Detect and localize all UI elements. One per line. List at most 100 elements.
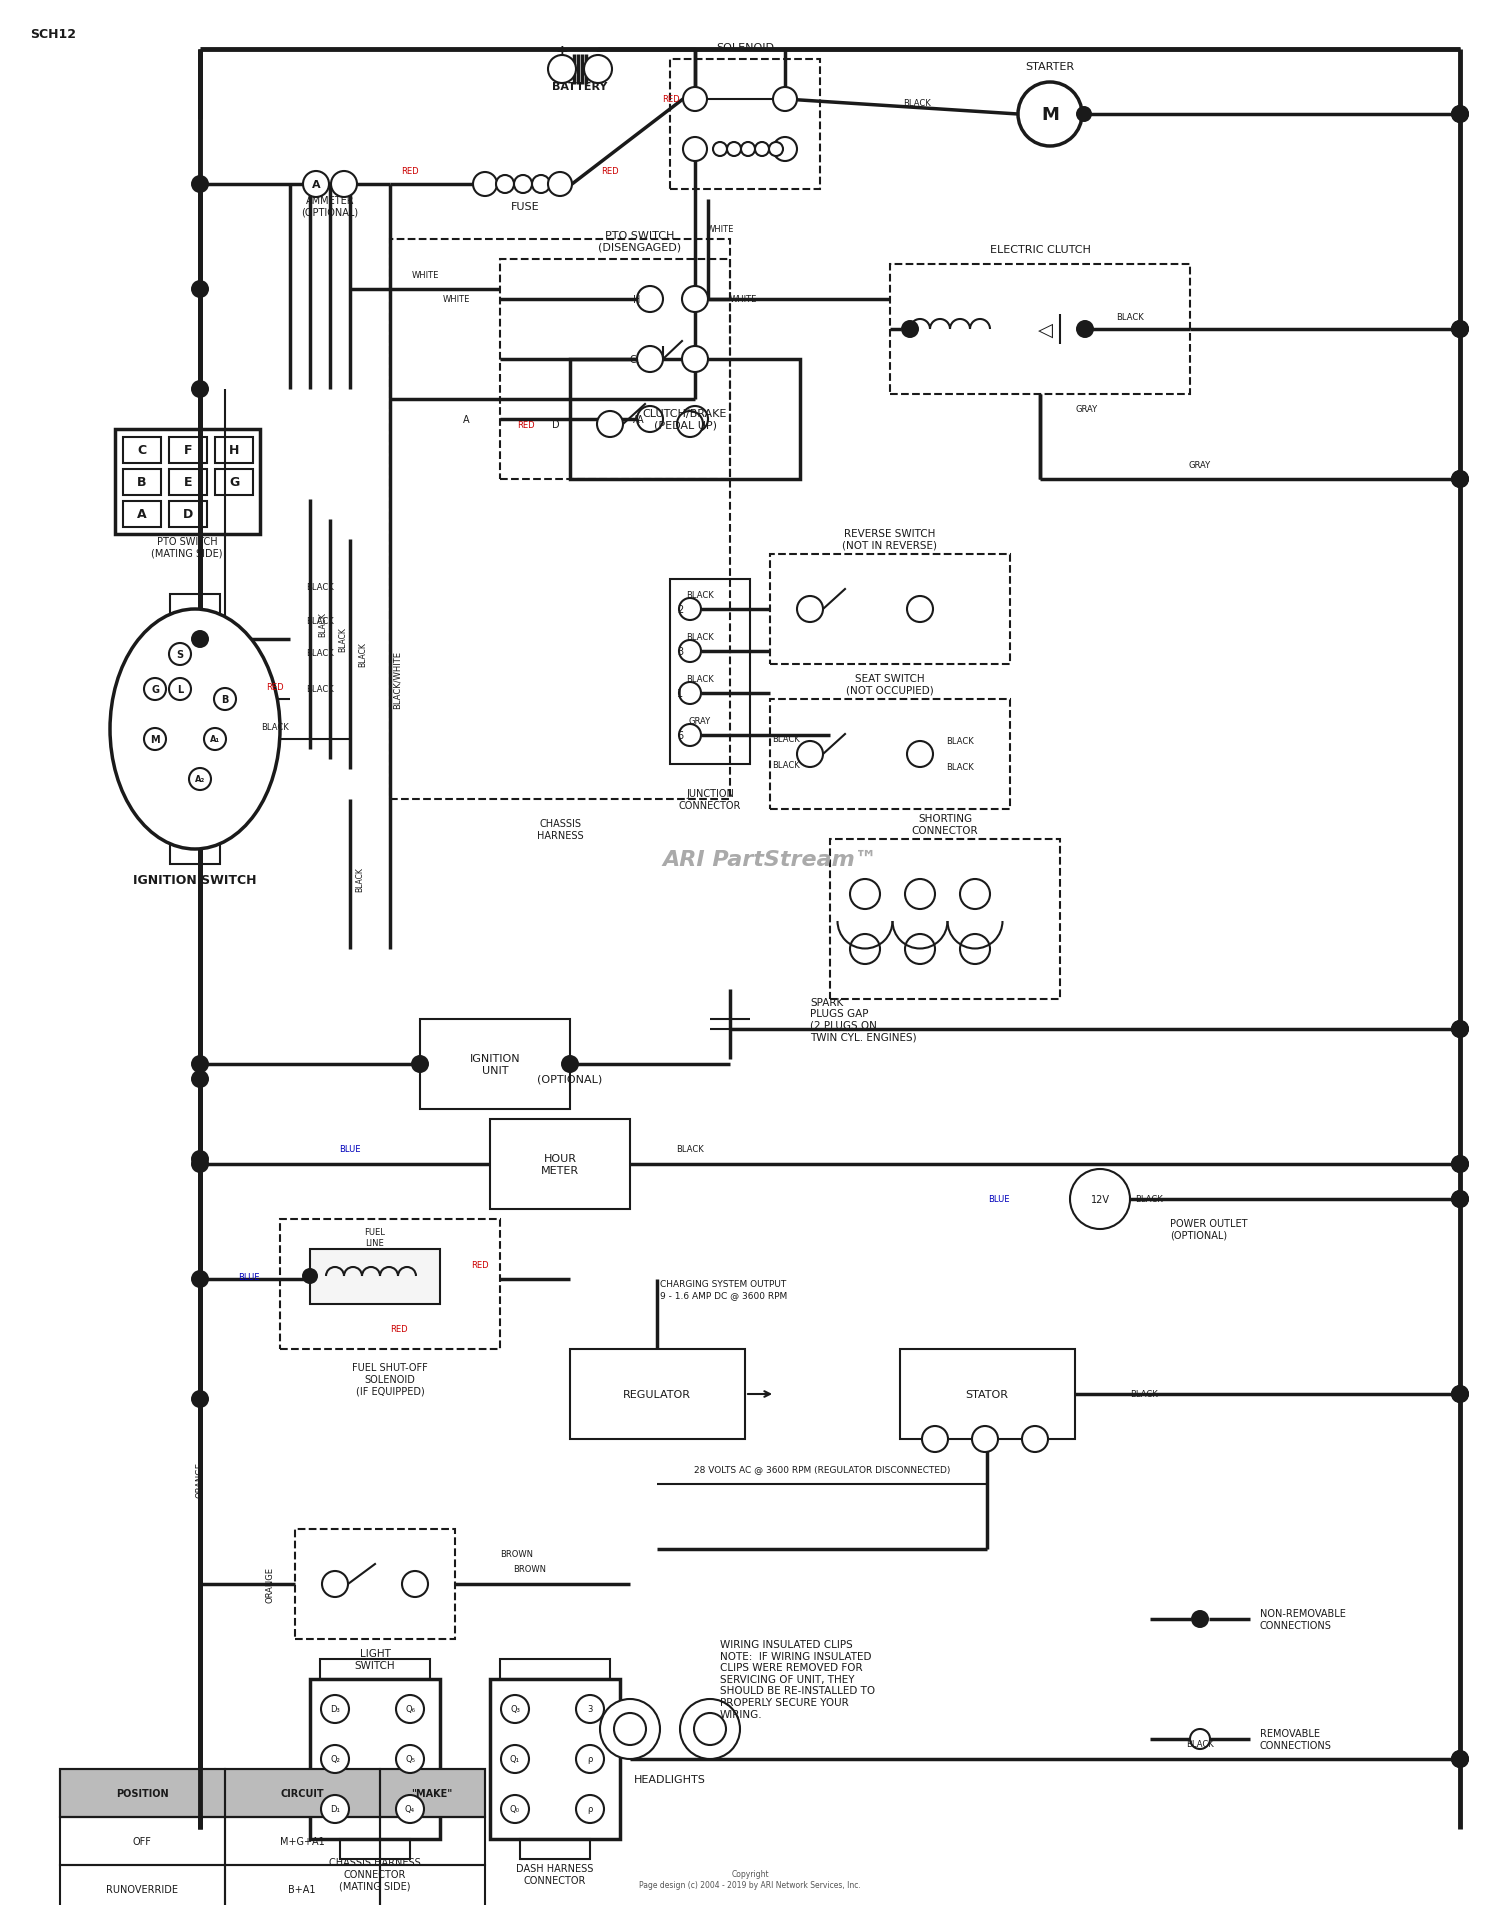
Text: BLACK: BLACK (686, 632, 714, 642)
Text: F: F (183, 444, 192, 457)
Bar (225, 1817, 380, 1865)
Text: -: - (596, 44, 602, 59)
Text: BROWN: BROWN (500, 1549, 532, 1558)
Circle shape (1450, 471, 1468, 490)
Text: STARTER: STARTER (1026, 63, 1074, 72)
Circle shape (532, 175, 550, 194)
Text: Q₁: Q₁ (510, 1755, 520, 1764)
Text: RUNOVERRIDE: RUNOVERRIDE (106, 1884, 178, 1894)
Bar (150, 770, 206, 787)
Circle shape (501, 1695, 530, 1724)
Bar (123, 438, 160, 463)
Circle shape (638, 347, 663, 373)
Circle shape (796, 741, 824, 768)
Circle shape (680, 724, 700, 747)
Bar (170, 471, 207, 495)
Text: WIRING INSULATED CLIPS
NOTE:  IF WIRING INSULATED
CLIPS WERE REMOVED FOR
SERVICI: WIRING INSULATED CLIPS NOTE: IF WIRING I… (720, 1638, 874, 1718)
Text: JUNCTION
CONNECTOR: JUNCTION CONNECTOR (680, 789, 741, 810)
Text: BLACK: BLACK (686, 674, 714, 684)
Circle shape (576, 1795, 604, 1823)
Text: ρ: ρ (588, 1755, 592, 1764)
Circle shape (680, 682, 700, 705)
Circle shape (1076, 320, 1094, 339)
Bar (123, 501, 160, 528)
Circle shape (576, 1745, 604, 1774)
Text: RED: RED (602, 166, 619, 175)
Text: CIRCUIT: CIRCUIT (280, 1789, 324, 1798)
Text: PTO SWITCH
(MATING SIDE): PTO SWITCH (MATING SIDE) (152, 537, 222, 558)
Text: 6: 6 (676, 732, 682, 741)
Bar (170, 501, 207, 528)
Bar (310, 1250, 440, 1305)
Circle shape (682, 408, 708, 432)
Bar (380, 1865, 484, 1905)
Text: BLUE: BLUE (339, 1145, 360, 1154)
Circle shape (960, 880, 990, 909)
Text: 28 VOLTS AC @ 3600 RPM (REGULATOR DISCONNECTED): 28 VOLTS AC @ 3600 RPM (REGULATOR DISCON… (694, 1465, 950, 1474)
Text: GRAY: GRAY (1076, 406, 1096, 413)
Text: D: D (552, 419, 560, 431)
Circle shape (850, 880, 880, 909)
Text: A: A (464, 415, 470, 425)
Text: 2: 2 (676, 604, 682, 615)
Circle shape (303, 171, 328, 198)
Text: BLACK: BLACK (358, 642, 368, 667)
Text: REGULATOR: REGULATOR (622, 1389, 692, 1400)
Circle shape (501, 1745, 530, 1774)
Text: NON-REMOVABLE
CONNECTIONS: NON-REMOVABLE CONNECTIONS (1260, 1608, 1346, 1631)
Circle shape (1070, 1170, 1130, 1229)
Text: M+G+A1: M+G+A1 (279, 1836, 324, 1846)
Circle shape (682, 347, 708, 373)
Text: A: A (312, 179, 321, 190)
Text: D₃: D₃ (330, 1705, 340, 1715)
Circle shape (144, 678, 166, 701)
Circle shape (908, 596, 933, 623)
Circle shape (1450, 320, 1468, 339)
Circle shape (302, 1269, 318, 1284)
Circle shape (1450, 107, 1468, 124)
Circle shape (1191, 1610, 1209, 1629)
Text: E: E (183, 476, 192, 490)
Text: C₁: C₁ (630, 354, 640, 366)
Text: 1: 1 (676, 688, 682, 699)
Text: D₁: D₁ (330, 1804, 340, 1814)
Bar (310, 1678, 440, 1838)
Text: 3: 3 (588, 1705, 592, 1715)
Text: SOLENOID: SOLENOID (716, 44, 774, 53)
Circle shape (189, 768, 211, 791)
Circle shape (190, 1391, 208, 1408)
Text: A: A (636, 415, 644, 425)
Text: WHITE: WHITE (706, 225, 734, 234)
Text: GRAY: GRAY (1190, 461, 1210, 471)
Text: HOUR
METER: HOUR METER (542, 1154, 579, 1175)
Text: GRAY: GRAY (688, 716, 711, 726)
Circle shape (1019, 84, 1082, 147)
Circle shape (682, 137, 706, 162)
Circle shape (190, 175, 208, 194)
Bar (296, 1530, 454, 1638)
Bar (150, 739, 206, 758)
Circle shape (1450, 1191, 1468, 1208)
Text: HEADLIGHTS: HEADLIGHTS (634, 1774, 706, 1785)
Text: BLACK: BLACK (903, 99, 932, 107)
Text: POSITION: POSITION (116, 1789, 168, 1798)
Text: IGNITION SWITCH: IGNITION SWITCH (134, 872, 256, 886)
Circle shape (676, 411, 703, 438)
Circle shape (548, 55, 576, 84)
Text: BLACK: BLACK (1186, 1739, 1214, 1749)
Circle shape (190, 1151, 208, 1168)
Circle shape (576, 1695, 604, 1724)
Circle shape (1450, 1385, 1468, 1404)
Text: BLACK: BLACK (1116, 312, 1144, 322)
Circle shape (597, 411, 622, 438)
Circle shape (496, 175, 514, 194)
Text: Q₃: Q₃ (510, 1705, 520, 1715)
Text: BLACK: BLACK (946, 737, 974, 747)
Text: BLUE: BLUE (988, 1194, 1010, 1204)
Circle shape (1450, 320, 1468, 339)
Bar (340, 1838, 410, 1859)
Text: CHASSIS
HARNESS: CHASSIS HARNESS (537, 819, 584, 840)
Text: S: S (177, 650, 183, 659)
Circle shape (396, 1795, 424, 1823)
Bar (830, 840, 1060, 1000)
